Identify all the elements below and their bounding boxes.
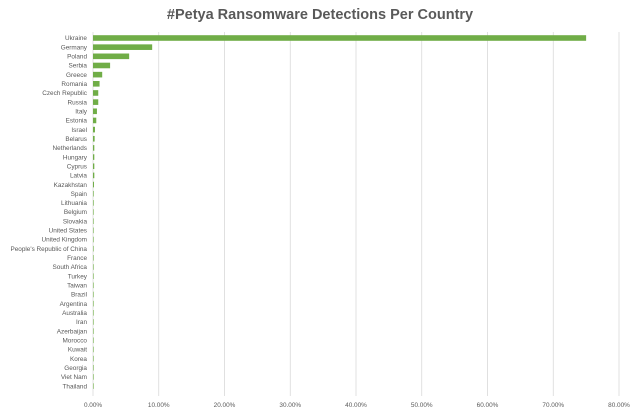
- bar: [93, 310, 94, 316]
- bar: [93, 181, 94, 188]
- category-label: France: [67, 255, 87, 262]
- x-tick-label: 40.00%: [345, 402, 367, 409]
- category-label: Latvia: [70, 173, 87, 180]
- x-tick-label: 30.00%: [279, 402, 301, 409]
- category-label: Russia: [67, 99, 87, 106]
- category-label: Ukraine: [65, 35, 87, 42]
- category-label: Hungary: [63, 154, 88, 161]
- category-label: Thailand: [62, 383, 87, 390]
- category-label: Taiwan: [67, 283, 87, 290]
- gridlines: [92, 32, 620, 396]
- bar: [93, 53, 130, 60]
- bar: [93, 200, 94, 206]
- category-label: Kuwait: [68, 347, 87, 354]
- category-label: Poland: [67, 54, 87, 61]
- bar: [93, 81, 100, 87]
- bar: [93, 145, 95, 151]
- category-label: Azerbaijan: [57, 328, 88, 335]
- bar: [93, 337, 94, 344]
- bar: [93, 245, 94, 252]
- bar: [93, 172, 95, 179]
- category-label: South Africa: [53, 264, 88, 271]
- category-label: People's Republic of China: [10, 246, 87, 253]
- category-label: Estonia: [66, 118, 88, 125]
- category-label: Viet Nam: [61, 374, 87, 381]
- bar: [93, 319, 94, 325]
- bar: [93, 355, 94, 362]
- x-tick-label: 70.00%: [542, 402, 564, 409]
- x-tick-labels: 0.00% 10.00% 20.00% 30.00% 40.00% 50.00% 60.00…: [84, 402, 630, 409]
- bar: [93, 126, 95, 133]
- chart-title: #Petya Ransomware Detections Per Country: [166, 7, 474, 23]
- x-tick-label: 20.00%: [214, 402, 236, 409]
- bar: [93, 108, 97, 115]
- category-labels: Ukraine Germany Poland Serbia Greece Romania C…: [10, 35, 87, 390]
- bar: [93, 44, 153, 50]
- x-tick-label: 80.00%: [608, 402, 630, 409]
- category-label: Australia: [62, 310, 87, 317]
- category-label: Brazil: [71, 292, 87, 299]
- category-label: Lithuania: [61, 200, 87, 207]
- bar: [93, 255, 94, 261]
- bar: [93, 163, 95, 170]
- bar: [93, 154, 95, 160]
- bar: [93, 90, 99, 96]
- bar: [93, 300, 94, 307]
- category-label: Germany: [61, 44, 88, 51]
- category-label: United Kingdom: [42, 237, 87, 244]
- category-label: Turkey: [68, 273, 88, 280]
- x-tick-label: 60.00%: [477, 402, 499, 409]
- bar: [93, 117, 97, 124]
- category-label: Romania: [61, 81, 87, 88]
- bar: [93, 236, 94, 243]
- bar: [93, 328, 94, 334]
- bar: [93, 346, 94, 353]
- bar: [93, 218, 94, 224]
- category-label: United States: [49, 228, 87, 235]
- category-label: Spain: [71, 191, 88, 198]
- category-label: Belarus: [65, 136, 87, 143]
- bar: [93, 291, 94, 298]
- category-label: Belgium: [64, 209, 87, 216]
- category-label: Iran: [76, 319, 87, 326]
- category-label: Greece: [66, 72, 87, 79]
- bar: [93, 282, 94, 289]
- category-label: Italy: [75, 108, 88, 115]
- category-label: Israel: [71, 127, 87, 134]
- bar: [93, 35, 587, 41]
- bar: [93, 62, 111, 69]
- bar: [93, 209, 94, 215]
- category-label: Slovakia: [63, 218, 88, 225]
- bar: [93, 71, 103, 78]
- category-label: Netherlands: [53, 145, 87, 152]
- category-label: Czech Republic: [42, 90, 88, 97]
- category-label: Argentina: [60, 301, 88, 308]
- bar: [93, 99, 99, 105]
- bar: [93, 364, 94, 371]
- category-label: Serbia: [69, 63, 88, 70]
- x-tick-label: 10.00%: [148, 402, 170, 409]
- bar: [93, 383, 94, 389]
- x-tick-label: 0.00%: [84, 402, 102, 409]
- bar: [93, 273, 94, 279]
- category-label: Korea: [70, 356, 87, 363]
- x-tick-label: 50.00%: [411, 402, 433, 409]
- bar: [93, 135, 95, 142]
- bar: [93, 264, 94, 270]
- bars: [93, 35, 587, 389]
- category-label: Kazakhstan: [54, 182, 88, 189]
- category-label: Cyprus: [67, 163, 87, 170]
- category-label: Georgia: [64, 365, 87, 372]
- bar: [93, 374, 94, 380]
- category-label: Morocco: [62, 337, 87, 344]
- bar: [93, 227, 94, 234]
- bar: [93, 190, 94, 197]
